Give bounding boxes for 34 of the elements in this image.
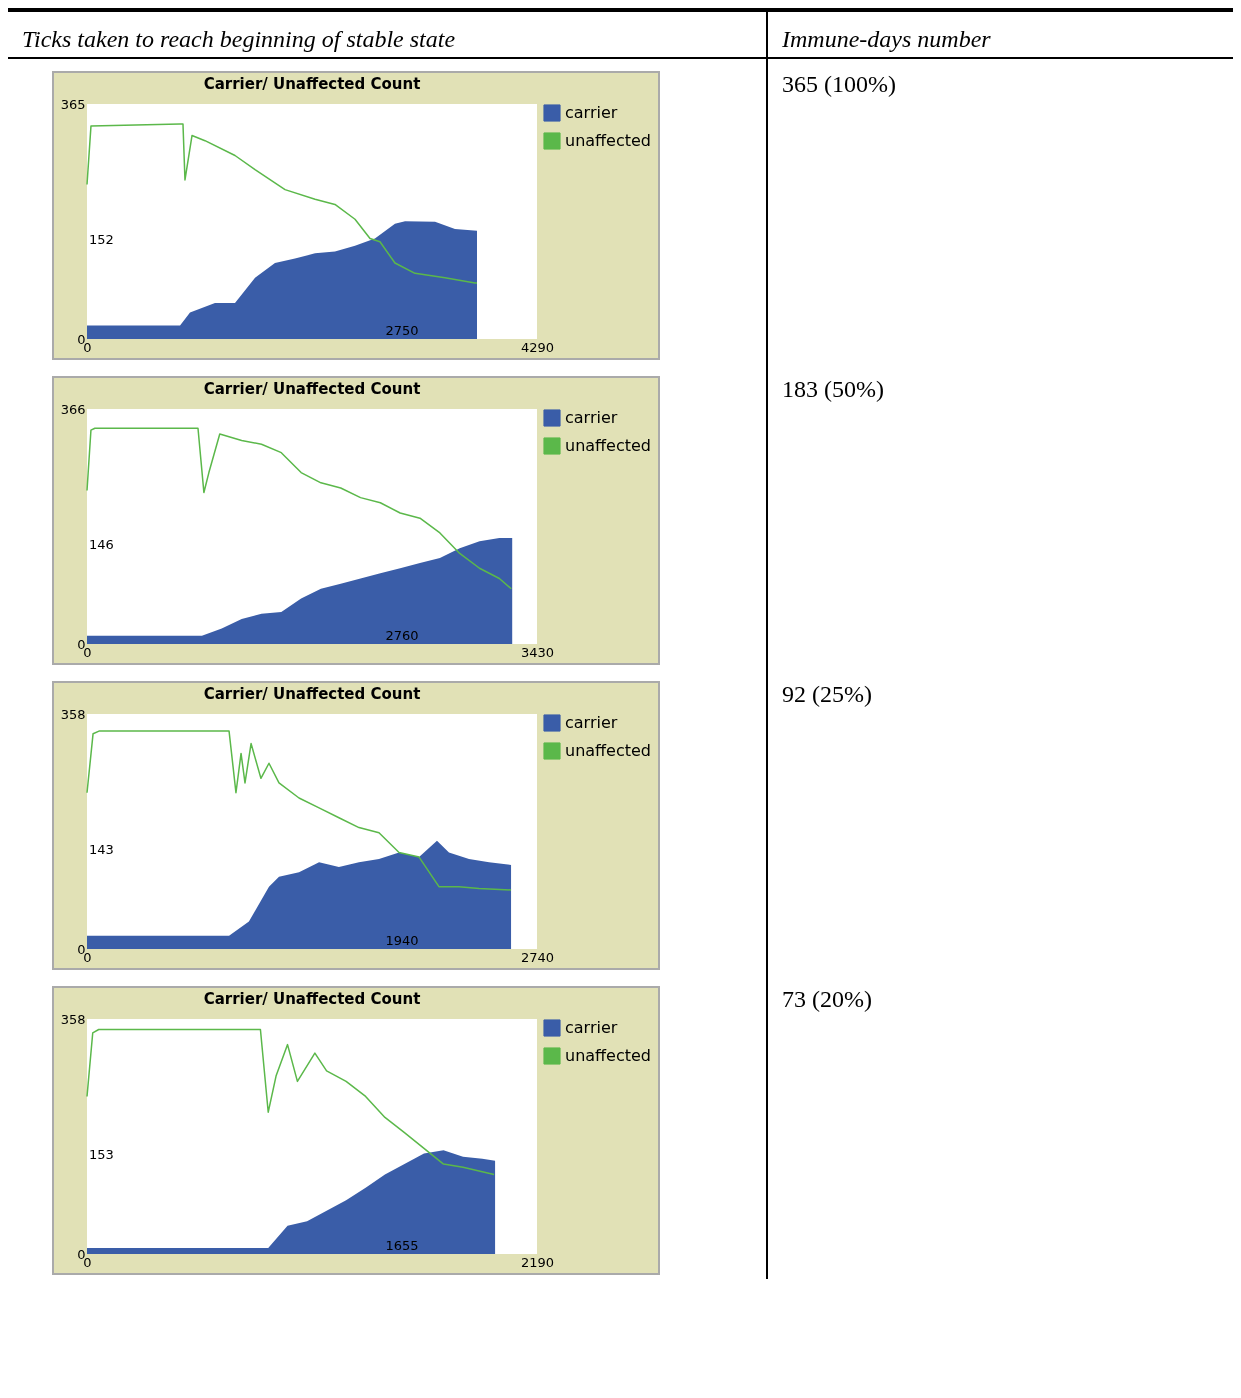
annotation: 152 xyxy=(89,232,114,248)
annotation: 2750 xyxy=(385,323,419,338)
legend-label: unaffected xyxy=(565,131,652,150)
text: 365 (100%) xyxy=(781,70,897,99)
legend-label: carrier xyxy=(565,713,618,732)
chart-title: Carrier/ Unaffected Count xyxy=(203,75,421,93)
legend-label: unaffected xyxy=(565,436,652,455)
text: 73 (20%) xyxy=(781,985,873,1014)
x-tick-label: 4290 xyxy=(520,339,555,355)
chart-title: Carrier/ Unaffected Count xyxy=(203,990,421,1008)
legend-label: unaffected xyxy=(565,1046,652,1065)
annotation: 153 xyxy=(89,1147,114,1163)
x-tick-label: 2190 xyxy=(520,1254,555,1270)
y-tick-label: 358 xyxy=(60,1011,86,1027)
annotation: 1655 xyxy=(385,1238,419,1253)
text: 183 (50%) xyxy=(781,375,885,404)
text: Ticks taken to reach beginning of stable state xyxy=(8,10,767,58)
legend-label: carrier xyxy=(565,1018,618,1037)
annotation: 1940 xyxy=(385,933,419,948)
annotation: 143 xyxy=(89,842,114,858)
chart-title: Carrier/ Unaffected Count xyxy=(203,380,421,398)
annotation: 146 xyxy=(89,537,114,553)
y-tick-label: 366 xyxy=(60,401,86,417)
y-tick-label: 358 xyxy=(60,706,86,722)
x-tick-label: 3430 xyxy=(520,644,555,660)
chart-title: Carrier/ Unaffected Count xyxy=(203,685,421,703)
legend-label: carrier xyxy=(565,103,618,122)
legend-label: carrier xyxy=(565,408,618,427)
annotation: 2760 xyxy=(385,628,419,643)
y-tick-label: 365 xyxy=(60,96,86,112)
legend-label: unaffected xyxy=(565,741,652,760)
text: 92 (25%) xyxy=(781,680,873,709)
x-tick-label: 2740 xyxy=(520,949,555,965)
text: Immune-days number xyxy=(767,10,1233,58)
